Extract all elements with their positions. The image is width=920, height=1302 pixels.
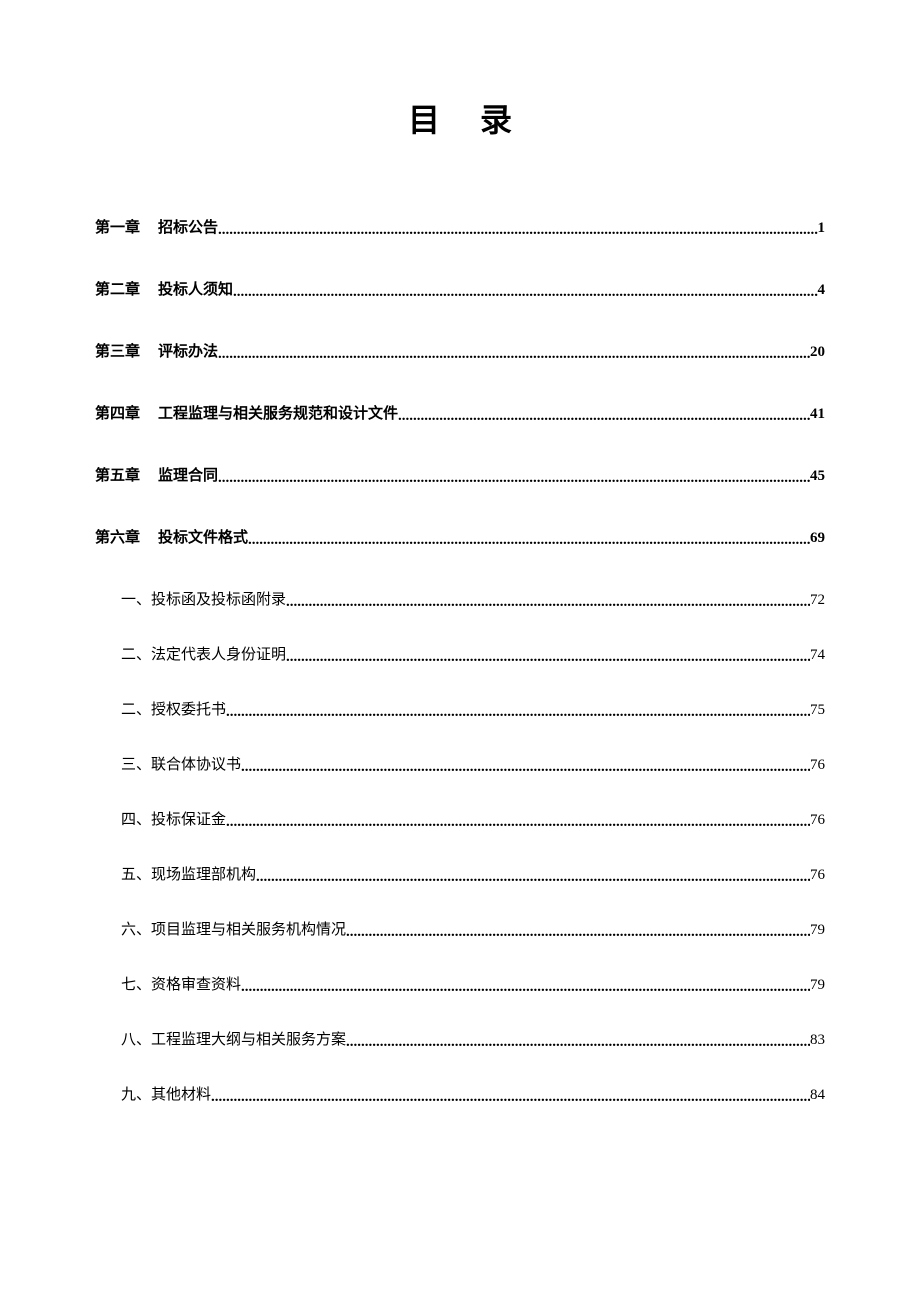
chapter-label: 工程监理与相关服务规范和设计文件 — [158, 402, 398, 423]
chapter-number: 第一章 — [95, 216, 140, 237]
toc-leader-dots — [346, 924, 810, 941]
sub-label: 六、项目监理与相关服务机构情况 — [121, 918, 346, 939]
toc-container: 第一章 招标公告 1 第二章 投标人须知 4 第三章 评标办法 20 第四章 工… — [95, 216, 825, 1104]
toc-chapter-row: 第二章 投标人须知 4 — [95, 278, 825, 299]
sub-page: 76 — [810, 812, 825, 829]
toc-sub-row: 二、授权委托书 75 — [95, 698, 825, 719]
toc-sub-row: 三、联合体协议书 76 — [95, 753, 825, 774]
chapter-label: 监理合同 — [158, 464, 218, 485]
toc-chapter-row: 第四章 工程监理与相关服务规范和设计文件 41 — [95, 402, 825, 423]
toc-leader-dots — [211, 1089, 810, 1106]
toc-leader-dots — [248, 532, 810, 549]
chapter-number: 第四章 — [95, 402, 140, 423]
sub-label: 四、投标保证金 — [121, 808, 226, 829]
sub-page: 76 — [810, 867, 825, 884]
toc-leader-dots — [218, 470, 810, 487]
toc-leader-dots — [226, 814, 810, 831]
sub-page: 74 — [810, 647, 825, 664]
toc-chapter-row: 第一章 招标公告 1 — [95, 216, 825, 237]
sub-label: 二、法定代表人身份证明 — [121, 643, 286, 664]
sub-page: 84 — [810, 1087, 825, 1104]
toc-leader-dots — [256, 869, 810, 886]
toc-chapter-row: 第五章 监理合同 45 — [95, 464, 825, 485]
chapter-label: 投标人须知 — [158, 278, 233, 299]
toc-leader-dots — [241, 979, 810, 996]
toc-leader-dots — [233, 284, 817, 301]
sub-label: 五、现场监理部机构 — [121, 863, 256, 884]
sub-label: 二、授权委托书 — [121, 698, 226, 719]
chapter-page: 69 — [810, 530, 825, 547]
toc-leader-dots — [241, 759, 810, 776]
toc-leader-dots — [286, 594, 810, 611]
toc-leader-dots — [218, 222, 817, 239]
toc-leader-dots — [226, 704, 810, 721]
toc-leader-dots — [398, 408, 810, 425]
toc-chapter-row: 第三章 评标办法 20 — [95, 340, 825, 361]
sub-page: 79 — [810, 977, 825, 994]
chapter-page: 20 — [810, 344, 825, 361]
chapter-number: 第二章 — [95, 278, 140, 299]
sub-page: 75 — [810, 702, 825, 719]
sub-page: 83 — [810, 1032, 825, 1049]
toc-sub-row: 九、其他材料 84 — [95, 1083, 825, 1104]
sub-page: 72 — [810, 592, 825, 609]
toc-sub-row: 四、投标保证金 76 — [95, 808, 825, 829]
toc-sub-row: 六、项目监理与相关服务机构情况 79 — [95, 918, 825, 939]
chapter-page: 41 — [810, 406, 825, 423]
toc-leader-dots — [346, 1034, 810, 1051]
chapter-page: 1 — [818, 220, 826, 237]
toc-sub-row: 二、法定代表人身份证明 74 — [95, 643, 825, 664]
sub-page: 76 — [810, 757, 825, 774]
sub-label: 八、工程监理大纲与相关服务方案 — [121, 1028, 346, 1049]
chapter-label: 评标办法 — [158, 340, 218, 361]
toc-sub-row: 一、投标函及投标函附录 72 — [95, 588, 825, 609]
toc-sub-row: 五、现场监理部机构 76 — [95, 863, 825, 884]
sub-label: 七、资格审查资料 — [121, 973, 241, 994]
toc-sub-row: 七、资格审查资料 79 — [95, 973, 825, 994]
toc-chapter-row: 第六章 投标文件格式 69 — [95, 526, 825, 547]
chapter-number: 第六章 — [95, 526, 140, 547]
sub-label: 三、联合体协议书 — [121, 753, 241, 774]
chapter-number: 第三章 — [95, 340, 140, 361]
toc-sub-row: 八、工程监理大纲与相关服务方案 83 — [95, 1028, 825, 1049]
sub-label: 九、其他材料 — [121, 1083, 211, 1104]
toc-leader-dots — [286, 649, 810, 666]
chapter-label: 招标公告 — [158, 216, 218, 237]
chapter-label: 投标文件格式 — [158, 526, 248, 547]
toc-leader-dots — [218, 346, 810, 363]
chapter-page: 4 — [818, 282, 826, 299]
chapter-page: 45 — [810, 468, 825, 485]
toc-title: 目录 — [95, 95, 825, 141]
sub-page: 79 — [810, 922, 825, 939]
chapter-number: 第五章 — [95, 464, 140, 485]
sub-label: 一、投标函及投标函附录 — [121, 588, 286, 609]
